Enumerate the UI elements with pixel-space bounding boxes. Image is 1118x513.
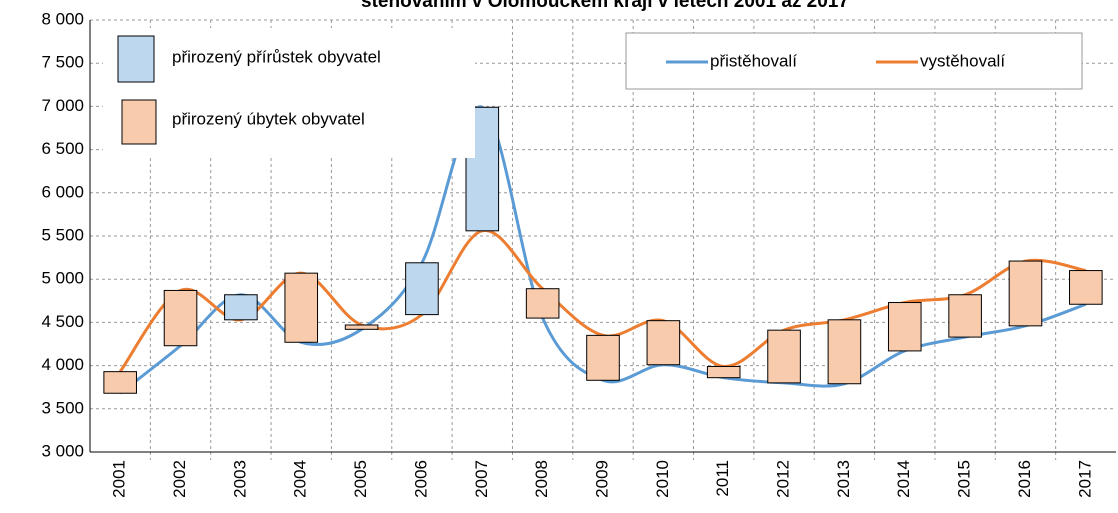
- legend-label: vystěhovalí: [920, 51, 1005, 70]
- y-tick-label: 3 000: [41, 441, 84, 460]
- x-tick-label: 2011: [713, 460, 732, 497]
- x-tick-label: 2007: [472, 460, 491, 498]
- x-tick-label: 2014: [894, 460, 913, 498]
- x-tick-label: 2017: [1075, 460, 1094, 498]
- x-tick-label: 2005: [351, 460, 370, 498]
- down-bar: [163, 289, 198, 347]
- legend-label: přirozený úbytek obyvatel: [172, 109, 365, 128]
- y-tick-label: 7 000: [41, 96, 84, 115]
- down-bar: [706, 365, 741, 379]
- x-tick-label: 2008: [532, 460, 551, 498]
- x-tick-label: 2002: [170, 460, 189, 498]
- down-bar: [103, 371, 137, 394]
- down-bar: [586, 334, 620, 381]
- y-tick-label: 6 000: [41, 182, 84, 201]
- y-tick-label: 4 500: [41, 312, 84, 331]
- x-tick-label: 2015: [955, 460, 974, 498]
- down-bar: [525, 288, 560, 319]
- down-bar: [767, 329, 801, 384]
- x-tick-label: 2004: [291, 460, 310, 498]
- legend-label: přirozený přírůstek obyvatel: [172, 47, 381, 66]
- legend-swatch: [121, 99, 157, 145]
- x-tick-label: 2010: [653, 460, 672, 498]
- y-tick-label: 7 500: [41, 53, 84, 72]
- down-bar: [1008, 260, 1043, 327]
- down-bar: [646, 320, 681, 366]
- y-tick-label: 5 000: [41, 269, 84, 288]
- down-bar: [344, 324, 379, 330]
- y-tick-label: 3 500: [41, 398, 84, 417]
- y-tick-label: 8 000: [41, 9, 84, 28]
- y-tick-label: 4 000: [41, 355, 84, 374]
- x-tick-label: 2012: [774, 460, 793, 498]
- x-tick-label: 2003: [230, 460, 249, 498]
- down-bar: [284, 272, 319, 343]
- down-bar: [887, 302, 922, 352]
- down-bar: [948, 294, 982, 338]
- chart-title: stěhováním v Olomouckém kraji v letech 2…: [361, 0, 849, 12]
- x-tick-label: 2009: [592, 460, 611, 498]
- down-bar: [827, 319, 862, 385]
- x-tick-label: 2001: [110, 460, 129, 498]
- x-tick-label: 2006: [411, 460, 430, 498]
- down-bar: [1069, 270, 1103, 305]
- legend-box: [103, 28, 475, 158]
- up-bar: [224, 294, 258, 321]
- legend-label: přistěhovalí: [710, 51, 797, 70]
- x-tick-label: 2016: [1015, 460, 1034, 498]
- x-tick-label: 2013: [834, 460, 853, 498]
- up-bar: [405, 262, 439, 316]
- y-tick-label: 5 500: [41, 225, 84, 244]
- y-tick-label: 6 500: [41, 139, 84, 158]
- legend-swatch: [117, 35, 155, 83]
